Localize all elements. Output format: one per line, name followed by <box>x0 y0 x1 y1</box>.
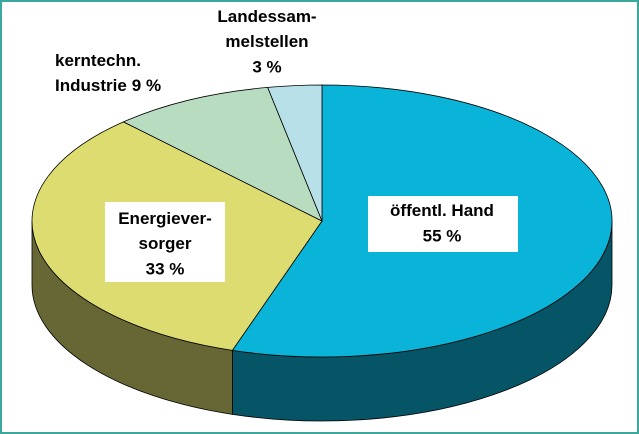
slice-label-line: Landessam- <box>217 7 316 26</box>
pie-slice <box>267 84 323 222</box>
slice-label-line: melstellen <box>225 32 308 51</box>
slice-label: Energiever- <box>118 209 212 228</box>
slice-label: kerntechn. <box>55 51 141 70</box>
slice-label: Industrie 9 % <box>55 76 161 95</box>
slice-label: sorger <box>139 234 192 253</box>
slice-label-line: Industrie <box>55 76 127 95</box>
slice-label-line: öffentl. Hand <box>390 201 494 220</box>
pie-slice <box>122 86 323 222</box>
slice-value-label: 3 % <box>252 57 281 76</box>
slice-label: öffentl. Hand <box>390 201 494 220</box>
slice-value-label: 55 % <box>423 226 462 245</box>
label-box <box>368 196 518 252</box>
slice-label-line: Energiever- <box>118 209 212 228</box>
slice-label: Landessam- <box>217 7 316 26</box>
slice-label-line: kerntechn. <box>55 51 141 70</box>
slice-value-label: 9 % <box>132 76 161 95</box>
slice-label-line: sorger <box>139 234 192 253</box>
label-box <box>105 202 225 282</box>
slice-label: melstellen <box>225 32 308 51</box>
slice-value-label: 33 % <box>146 259 185 278</box>
